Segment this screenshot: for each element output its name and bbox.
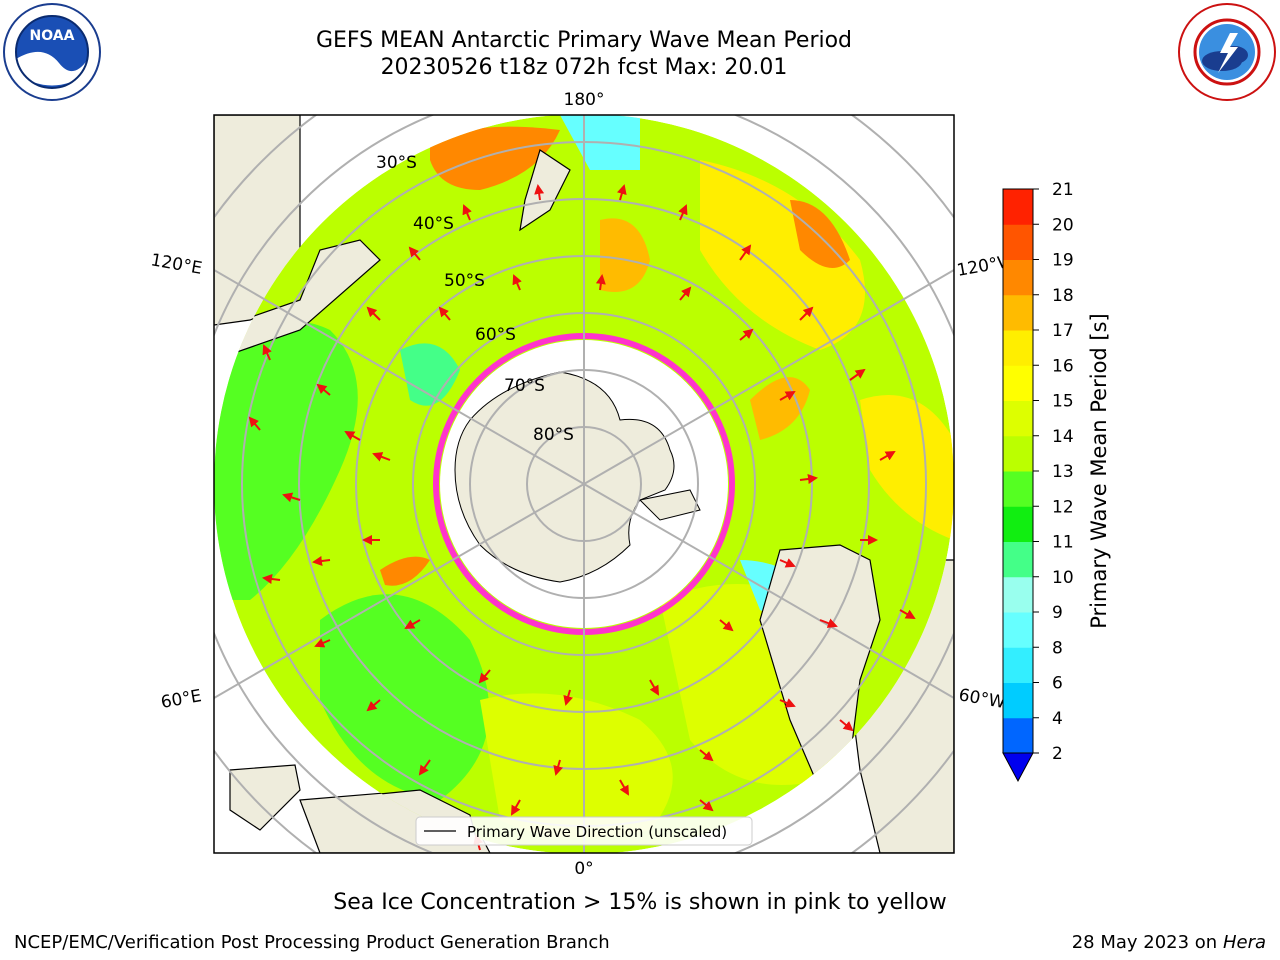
colorbar-tick-label: 13 <box>1052 462 1074 482</box>
wave-direction-arrows <box>248 184 916 851</box>
lon-label-120e: 120°E <box>149 250 203 279</box>
lon-label-0: 0° <box>574 859 593 879</box>
run-date-credit: 28 May 2023 on Hera <box>1072 932 1266 953</box>
colorbar-tick-label: 6 <box>1052 674 1063 694</box>
colorbar-segment <box>1003 365 1033 401</box>
colorbar-tick-label: 15 <box>1052 392 1074 412</box>
wave-period-field <box>214 115 954 853</box>
producer-credit: NCEP/EMC/Verification Post Processing Pr… <box>14 932 610 953</box>
colorbar-tick-label: 9 <box>1052 603 1063 623</box>
graticule <box>241 115 927 853</box>
colorbar-label: Primary Wave Mean Period [s] <box>1087 313 1111 629</box>
lat-label-30s: 30°S <box>376 153 417 173</box>
host-name: Hera <box>1222 932 1266 953</box>
lat-label-80s: 80°S <box>533 425 574 445</box>
map-border <box>213 114 955 854</box>
colorbar-tick-label: 2 <box>1052 744 1063 764</box>
colorbar-segment <box>1003 717 1033 754</box>
colorbar-tick-label: 20 <box>1052 215 1074 235</box>
colorbar: 2 4 6 8 9 10 11 12 13 14 15 16 17 18 19 20 21 Primary Wa… <box>1002 180 1111 783</box>
colorbar-segment <box>1003 576 1033 613</box>
lat-label-70s: 70°S <box>504 376 545 396</box>
lon-label-60w: 60°W <box>957 685 1007 713</box>
colorbar-segment <box>1003 506 1033 542</box>
colorbar-tick-label: 19 <box>1052 251 1074 271</box>
colorbar-segment <box>1003 259 1033 296</box>
colorbar-segment <box>1003 189 1033 225</box>
colorbar-tick-label: 8 <box>1052 638 1063 658</box>
colorbar-extend-arrow <box>1002 752 1034 783</box>
latitude-labels: 30°S 40°S 50°S 60°S 70°S 80°S <box>376 153 574 445</box>
lon-label-60e: 60°E <box>159 686 203 713</box>
colorbar-segment <box>1003 541 1033 578</box>
colorbar-tick-label: 12 <box>1052 497 1074 517</box>
colorbar-tick-label: 17 <box>1052 321 1074 341</box>
colorbar-tick-label: 4 <box>1052 709 1063 729</box>
lat-label-60s: 60°S <box>475 325 516 345</box>
colorbar-segment <box>1003 647 1033 683</box>
colorbar-segment <box>1003 400 1033 437</box>
chart-title: GEFS MEAN Antarctic Primary Wave Mean Pe… <box>315 28 853 53</box>
colorbar-segment <box>1003 682 1033 719</box>
lat-label-50s: 50°S <box>444 271 485 291</box>
colorbar-segment <box>1003 612 1033 648</box>
colorbar-segment <box>1003 330 1033 366</box>
colorbar-tick-label: 10 <box>1052 568 1074 588</box>
map-legend: Primary Wave Direction (unscaled) <box>415 816 753 846</box>
colorbar-tick-label: 11 <box>1052 533 1074 553</box>
chart-subtitle: 20230526 t18z 072h fcst Max: 20.01 <box>380 55 788 80</box>
colorbar-segment <box>1003 224 1033 260</box>
colorbar-tick-label: 14 <box>1052 427 1074 447</box>
nws-logo <box>1178 3 1276 101</box>
colorbar-segment <box>1003 471 1033 507</box>
sea-ice-note: Sea Ice Concentration > 15% is shown in … <box>333 890 947 915</box>
noaa-logo: NOAA <box>3 3 101 101</box>
colorbar-tick-label: 21 <box>1052 180 1074 200</box>
lat-label-40s: 40°S <box>413 214 454 234</box>
legend-label: Primary Wave Direction (unscaled) <box>467 823 727 841</box>
colorbar-tick-label: 18 <box>1052 286 1074 306</box>
colorbar-tick-label: 16 <box>1052 356 1074 376</box>
colorbar-segment <box>1003 435 1033 472</box>
lon-label-180: 180° <box>564 90 605 110</box>
colorbar-segment <box>1003 294 1033 331</box>
run-date: 28 May 2023 on <box>1071 932 1218 953</box>
noaa-logo-text: NOAA <box>30 28 75 44</box>
